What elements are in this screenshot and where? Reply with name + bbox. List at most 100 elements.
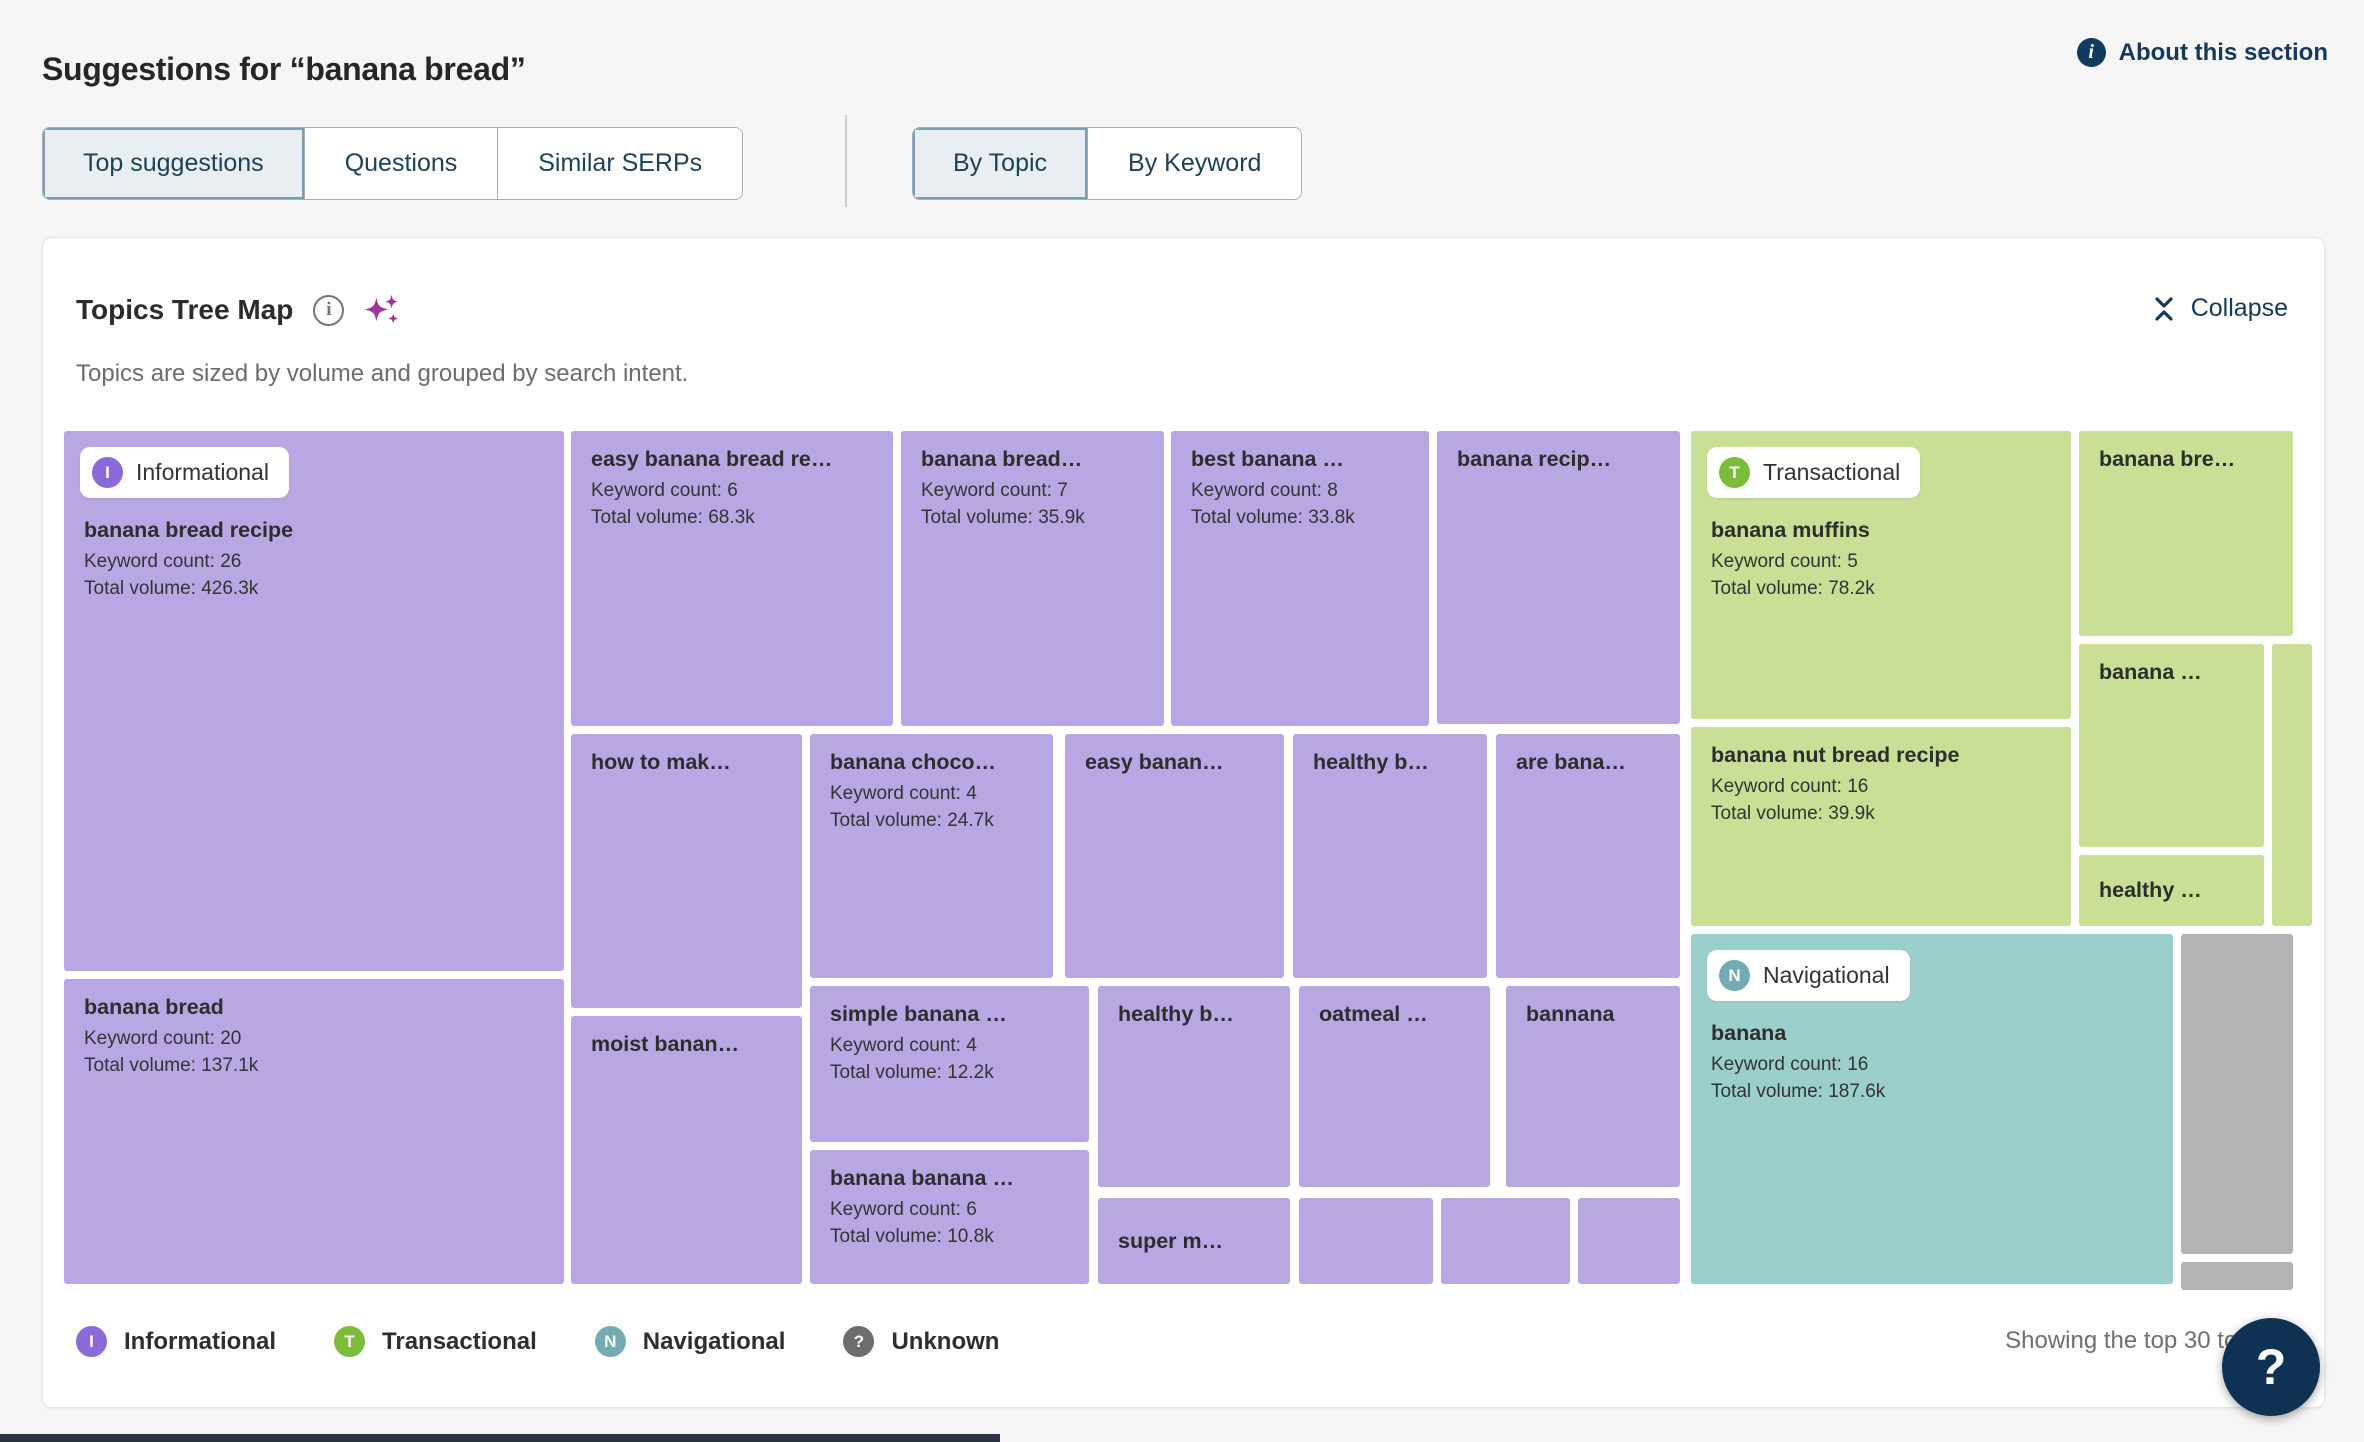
ai-sparkles-icon bbox=[364, 294, 399, 324]
info-tooltip-icon[interactable]: i bbox=[313, 294, 345, 326]
topic-title: banana bre… bbox=[2099, 447, 2236, 471]
legend-item: T Transactional bbox=[334, 1326, 537, 1357]
topic-title: banana banana … bbox=[830, 1166, 1014, 1190]
topic-title: best banana … bbox=[1191, 447, 1344, 471]
treemap-cell[interactable]: oatmeal … bbox=[1299, 986, 1490, 1187]
legend-label: Unknown bbox=[891, 1327, 1000, 1355]
treemap-cell[interactable]: banana recip… bbox=[1437, 431, 1680, 724]
info-icon: i bbox=[2076, 38, 2106, 67]
intent-badge: N Navigational bbox=[1707, 950, 1910, 1001]
total-volume: Total volume: 33.8k bbox=[1191, 506, 1355, 528]
intent-icon: T bbox=[1719, 457, 1750, 488]
total-volume: Total volume: 78.2k bbox=[1711, 577, 1875, 599]
help-button[interactable]: ? bbox=[2222, 1318, 2320, 1416]
tab-similar-serps[interactable]: Similar SERPs bbox=[497, 128, 743, 199]
bottom-edge-strip bbox=[0, 1434, 1000, 1442]
tab-by-topic[interactable]: By Topic bbox=[913, 128, 1088, 199]
total-volume: Total volume: 12.2k bbox=[830, 1061, 994, 1083]
keyword-count: Keyword count: 20 bbox=[84, 1028, 242, 1049]
topic-title: banana bread… bbox=[921, 447, 1083, 471]
treemap-cell[interactable]: healthy … bbox=[2079, 855, 2264, 926]
treemap-cell[interactable]: banana choco… Keyword count: 4 Total volum… bbox=[810, 734, 1053, 978]
legend-intent-icon: N bbox=[594, 1326, 626, 1357]
treemap-cell[interactable]: banana bread Keyword count: 20 Total volum… bbox=[64, 979, 564, 1284]
topic-title: easy banana bread re… bbox=[591, 447, 833, 471]
total-volume: Total volume: 35.9k bbox=[921, 506, 1085, 528]
keyword-count: Keyword count: 4 bbox=[830, 783, 977, 804]
treemap-cell[interactable]: banana bread… Keyword count: 7 Total volum… bbox=[901, 431, 1164, 726]
treemap-cell[interactable]: bannana bbox=[1506, 986, 1680, 1187]
topic-title: banana bread bbox=[84, 995, 224, 1019]
total-volume: Total volume: 137.1k bbox=[84, 1054, 259, 1076]
treemap-cell[interactable] bbox=[1441, 1198, 1570, 1284]
treemap-cell[interactable] bbox=[2181, 1262, 2293, 1290]
treemap-cell[interactable]: best banana … Keyword count: 8 Total volum… bbox=[1171, 431, 1429, 726]
treemap-cell[interactable]: healthy b… bbox=[1098, 986, 1290, 1187]
total-volume: Total volume: 10.8k bbox=[830, 1225, 994, 1247]
topic-title: banana recip… bbox=[1457, 447, 1612, 471]
topic-title: are bana… bbox=[1516, 750, 1626, 774]
total-volume: Total volume: 68.3k bbox=[591, 506, 755, 528]
topic-title: banana choco… bbox=[830, 750, 997, 774]
topic-title: moist banan… bbox=[591, 1032, 740, 1056]
tab-by-keyword[interactable]: By Keyword bbox=[1087, 128, 1302, 199]
treemap-cell[interactable]: banana banana … Keyword count: 6 Total vol… bbox=[810, 1150, 1089, 1284]
tab-top-suggestions[interactable]: Top suggestions bbox=[43, 128, 304, 199]
card-title-row: Topics Tree Map i bbox=[76, 292, 400, 328]
question-mark-icon: ? bbox=[2255, 1339, 2287, 1395]
about-this-section-link[interactable]: i About this section bbox=[2076, 38, 2328, 67]
intent-icon: N bbox=[1719, 960, 1750, 991]
treemap-cell[interactable]: are bana… bbox=[1496, 734, 1680, 978]
treemap-cell[interactable] bbox=[1299, 1198, 1433, 1284]
view-tab-group: By Topic By Keyword bbox=[912, 127, 1303, 200]
legend-item: ? Unknown bbox=[843, 1326, 999, 1357]
legend-intent-icon: I bbox=[76, 1326, 107, 1357]
treemap-cell[interactable]: super m… bbox=[1098, 1198, 1290, 1284]
topic-title: how to mak… bbox=[591, 750, 731, 774]
treemap-cell[interactable]: simple banana … Keyword count: 4 Total vol… bbox=[810, 986, 1089, 1142]
treemap-cell[interactable] bbox=[2272, 644, 2312, 926]
keyword-count: Keyword count: 5 bbox=[1711, 551, 1858, 572]
treemap-cell[interactable]: healthy b… bbox=[1293, 734, 1487, 978]
treemap-cell[interactable] bbox=[2181, 934, 2293, 1254]
legend-item: N Navigational bbox=[594, 1326, 786, 1357]
total-volume: Total volume: 24.7k bbox=[830, 809, 994, 831]
legend-label: Navigational bbox=[642, 1327, 786, 1355]
treemap-cell[interactable]: easy banan… bbox=[1065, 734, 1284, 978]
legend-intent-icon: T bbox=[334, 1326, 366, 1357]
treemap-cell[interactable]: banana bre… bbox=[2079, 431, 2293, 636]
keyword-count: Keyword count: 7 bbox=[921, 480, 1068, 501]
legend-label: Transactional bbox=[382, 1327, 537, 1355]
treemap-cell[interactable]: banana nut bread recipe Keyword count: 16… bbox=[1691, 727, 2071, 926]
treemap-cell[interactable]: easy banana bread re… Keyword count: 6 Tot… bbox=[571, 431, 893, 726]
tab-questions[interactable]: Questions bbox=[303, 128, 498, 199]
treemap-cell[interactable]: N Navigational banana Keyword count: 16 Tota… bbox=[1691, 934, 2173, 1284]
treemap-cell[interactable]: I Informational banana bread recipe Keyword… bbox=[64, 431, 564, 971]
topics-tree-map-card: Topics Tree Map i Collapse Topics are si… bbox=[42, 237, 2325, 1408]
suggestion-tab-group: Top suggestions Questions Similar SERPs bbox=[42, 127, 744, 200]
keyword-count: Keyword count: 6 bbox=[591, 480, 738, 501]
topic-title: oatmeal … bbox=[1319, 1002, 1428, 1026]
intent-legend: I Informational T Transactional N Navigationa… bbox=[76, 1326, 999, 1357]
topic-title: bannana bbox=[1526, 1002, 1615, 1026]
intent-badge-label: Navigational bbox=[1763, 962, 1890, 988]
treemap-cell[interactable]: T Transactional banana muffins Keyword coun… bbox=[1691, 431, 2071, 719]
topic-title: healthy b… bbox=[1313, 750, 1429, 774]
topic-title: banana bread recipe bbox=[84, 518, 294, 542]
total-volume: Total volume: 39.9k bbox=[1711, 802, 1875, 824]
collapse-button[interactable]: Collapse bbox=[2151, 294, 2288, 323]
keyword-count: Keyword count: 26 bbox=[84, 551, 242, 572]
keyword-count: Keyword count: 4 bbox=[830, 1035, 977, 1056]
collapse-label: Collapse bbox=[2190, 294, 2288, 322]
topic-title: easy banan… bbox=[1085, 750, 1224, 774]
total-volume: Total volume: 187.6k bbox=[1711, 1080, 1886, 1102]
keyword-count: Keyword count: 6 bbox=[830, 1199, 977, 1220]
treemap-cell[interactable]: how to mak… bbox=[571, 734, 802, 1008]
topic-title: banana nut bread recipe bbox=[1711, 743, 1960, 767]
treemap-cell[interactable] bbox=[1578, 1198, 1680, 1284]
treemap-cell[interactable]: banana … bbox=[2079, 644, 2264, 847]
legend-item: I Informational bbox=[76, 1326, 276, 1357]
treemap-cell[interactable]: moist banan… bbox=[571, 1016, 802, 1284]
keyword-count: Keyword count: 8 bbox=[1191, 480, 1338, 501]
topic-title: simple banana … bbox=[830, 1002, 1007, 1026]
